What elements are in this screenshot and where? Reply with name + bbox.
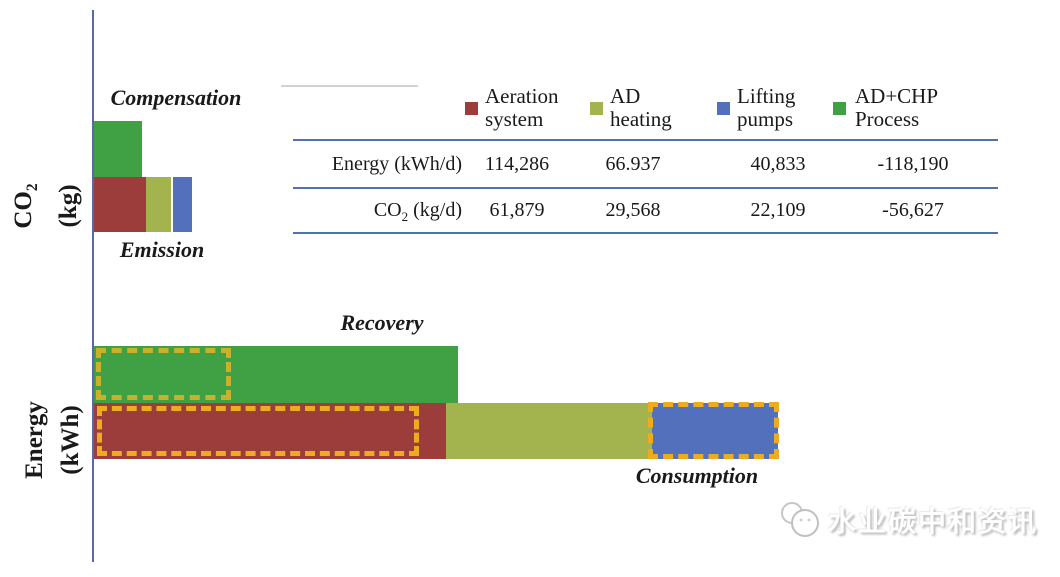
co2-compensation-bar-adchp: [94, 121, 142, 177]
energy-value-ad-heating: 66.937: [605, 153, 661, 175]
consumption-segment-aeration: [94, 403, 446, 459]
watermark-logo-icon: [781, 502, 819, 537]
legend-label-adchp: AD+CHP Process: [855, 85, 938, 131]
co2-value-adchp: -56,627: [882, 199, 944, 221]
consumption-segment-ad-heating: [446, 403, 652, 459]
emission-label: Emission: [119, 237, 205, 262]
compensation-label: Compensation: [110, 85, 242, 110]
legend-swatch-lifting-pumps: [717, 102, 730, 115]
table-rule-middle: [293, 187, 998, 189]
legend-lifting-pumps-line2: pumps: [737, 107, 794, 131]
table-row-co2-label: CO2 (kg/d): [373, 199, 462, 224]
emission-segment-lifting-pumps: [173, 177, 192, 232]
energy-consumption-bar: [94, 403, 778, 459]
recovery-highlight-box: [96, 348, 231, 400]
legend-lifting-pumps-line1: Lifting: [737, 84, 796, 108]
co2-axis-label: CO2 (kg): [10, 126, 82, 286]
co2-value-lifting-pumps: 22,109: [750, 199, 806, 221]
legend-swatch-aeration: [465, 102, 478, 115]
energy-value-aeration: 114,286: [484, 153, 550, 175]
co2-value-ad-heating: 29,568: [605, 199, 661, 221]
watermark-text: 水业碳中和资讯: [828, 506, 1039, 537]
table-row-energy-label: Energy (kWh/d): [331, 153, 462, 175]
legend-adchp-line1: AD+CHP: [855, 84, 939, 108]
legend-ad-heating-line1: AD: [610, 84, 641, 108]
watermark: 水业碳中和资讯: [780, 498, 1038, 542]
legend-swatch-ad-heating: [590, 102, 603, 115]
legend-label-ad-heating: AD heating: [610, 85, 672, 131]
emission-segment-ad-heating: [146, 177, 171, 232]
recovery-label: Recovery: [340, 310, 424, 335]
legend-ad-heating-line2: heating: [610, 107, 672, 131]
legend-aeration-line2: system: [485, 107, 544, 131]
energy-axis-label: Energy (kWh): [17, 360, 89, 520]
energy-axis-label-line1: Energy: [21, 401, 48, 479]
table-rule-top: [293, 139, 998, 141]
energy-value-adchp: -118,190: [877, 153, 949, 175]
energy-axis-label-line2: (kWh): [57, 405, 84, 475]
legend-aeration-line1: Aeration: [485, 84, 559, 108]
lifting-pumps-highlight-box: [648, 402, 779, 459]
consumption-label: Consumption: [635, 463, 759, 488]
co2-axis-label-line2: (kg): [54, 184, 82, 228]
co2-axis-label-line1: CO2: [9, 183, 41, 229]
table-top-faint-line: [281, 85, 418, 87]
co2-emission-bar: [94, 177, 192, 232]
consumption-segment-lifting-pumps: [652, 403, 778, 459]
legend-label-lifting-pumps: Lifting pumps: [737, 85, 795, 131]
energy-value-lifting-pumps: 40,833: [750, 153, 806, 175]
y-axis-line: [92, 10, 94, 562]
aeration-highlight-box: [97, 406, 419, 456]
legend-swatch-adchp: [833, 102, 846, 115]
energy-recovery-bar-adchp: [94, 346, 458, 403]
legend-label-aeration: Aeration system: [485, 85, 558, 131]
legend-adchp-line2: Process: [855, 107, 920, 131]
emission-segment-aeration: [94, 177, 146, 232]
co2-value-aeration: 61,879: [489, 199, 545, 221]
table-rule-bottom: [293, 232, 998, 234]
